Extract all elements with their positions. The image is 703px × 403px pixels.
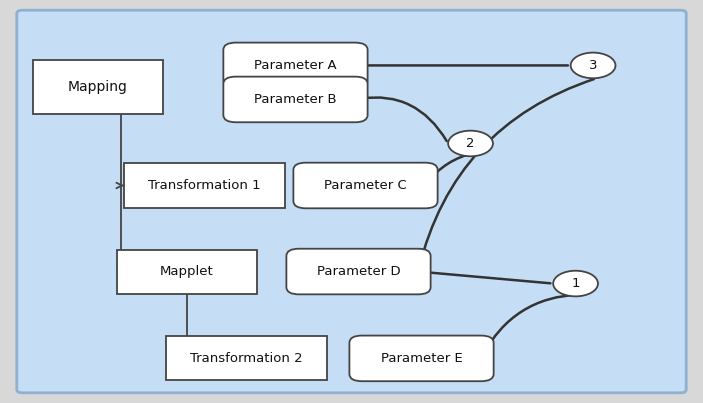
Text: Parameter C: Parameter C <box>324 179 407 192</box>
Text: 1: 1 <box>572 277 580 290</box>
Text: Parameter B: Parameter B <box>254 93 337 106</box>
Text: Mapplet: Mapplet <box>160 265 214 278</box>
FancyBboxPatch shape <box>33 60 163 114</box>
FancyBboxPatch shape <box>224 77 368 122</box>
Circle shape <box>553 271 598 296</box>
Text: 3: 3 <box>589 59 598 72</box>
Text: Parameter D: Parameter D <box>316 265 400 278</box>
Circle shape <box>571 53 616 78</box>
Circle shape <box>448 131 493 156</box>
Text: Transformation 2: Transformation 2 <box>190 352 303 365</box>
FancyBboxPatch shape <box>17 10 686 393</box>
Text: Mapping: Mapping <box>68 81 128 94</box>
Text: 2: 2 <box>466 137 475 150</box>
FancyBboxPatch shape <box>286 249 431 294</box>
FancyBboxPatch shape <box>293 163 438 208</box>
FancyBboxPatch shape <box>349 336 494 381</box>
FancyBboxPatch shape <box>124 164 285 208</box>
Text: Transformation 1: Transformation 1 <box>148 179 261 192</box>
Text: Parameter E: Parameter E <box>380 352 463 365</box>
FancyBboxPatch shape <box>224 43 368 88</box>
FancyBboxPatch shape <box>166 337 327 380</box>
Text: Parameter A: Parameter A <box>254 59 337 72</box>
FancyBboxPatch shape <box>117 249 257 293</box>
